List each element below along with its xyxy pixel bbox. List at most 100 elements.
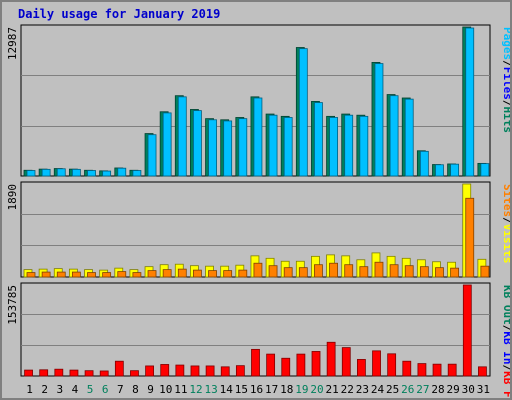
bar-kbytes-kb-f-day-21 bbox=[326, 341, 336, 377]
bar-kbytes-kb-f-day-15 bbox=[235, 365, 245, 377]
bar-kbytes-kb-f-day-2 bbox=[39, 369, 49, 377]
x-tick-label: 24 bbox=[371, 383, 385, 396]
legend-entry: KB In bbox=[501, 331, 510, 364]
bar-kbytes-kb-f-day-16 bbox=[251, 348, 260, 377]
panel-hits-legend: Pages/Files/Hits bbox=[501, 27, 510, 133]
x-tick-label: 10 bbox=[159, 383, 172, 396]
bar-kbytes-kb-f-day-13 bbox=[205, 365, 215, 377]
bar-hits-files-day-13 bbox=[208, 119, 217, 177]
bar-visits-sites-day-17 bbox=[268, 265, 278, 278]
bar-kbytes-kb-f-day-12 bbox=[190, 365, 200, 377]
bar-kbytes-kb-f-day-1 bbox=[24, 369, 33, 377]
bar-kbytes-kb-f-day-27 bbox=[417, 363, 427, 377]
bar-visits-sites-day-16 bbox=[253, 262, 263, 278]
bar-kbytes-kb-f-day-24 bbox=[372, 350, 381, 377]
bar-hits-files-day-3 bbox=[56, 168, 66, 177]
bar-visits-sites-day-22 bbox=[344, 264, 354, 278]
bar-visits-sites-day-1 bbox=[26, 272, 36, 278]
panel-hits-ymax-label: 12987 bbox=[6, 27, 19, 60]
bar-visits-sites-day-15 bbox=[238, 269, 248, 278]
bar-kbytes-kb-f-day-23 bbox=[357, 359, 366, 377]
bar-kbytes-kb-f-day-25 bbox=[387, 353, 397, 377]
x-tick-label: 11 bbox=[174, 383, 187, 396]
bar-kbytes-kb-f-day-8 bbox=[130, 370, 139, 377]
legend-entry: Files bbox=[501, 67, 510, 100]
bar-hits-files-day-20 bbox=[314, 102, 323, 177]
x-tick-label: 31 bbox=[477, 383, 490, 396]
bar-visits-sites-day-8 bbox=[132, 272, 142, 278]
bar-hits-files-day-28 bbox=[435, 164, 444, 177]
series-sites bbox=[26, 197, 490, 278]
bar-kbytes-kb-f-day-26 bbox=[402, 360, 412, 377]
bar-visits-sites-day-28 bbox=[435, 267, 444, 278]
chart-title: Daily usage for January 2019 bbox=[18, 7, 220, 21]
legend-entry: / bbox=[501, 365, 510, 372]
bar-visits-sites-day-7 bbox=[117, 271, 127, 278]
x-tick-labels: 1 2 3 4 5 6 7 8 9 10 11 12 13 14 15 16 17 18 19 20 21 22 23 24 2… bbox=[26, 383, 490, 396]
bar-hits-files-day-10 bbox=[162, 112, 172, 177]
bar-hits-files-day-21 bbox=[329, 117, 338, 177]
bar-kbytes-kb-f-day-3 bbox=[54, 368, 64, 377]
x-tick-label: 23 bbox=[356, 383, 369, 396]
x-tick-label: 19 bbox=[295, 383, 308, 396]
panel-visits: 1890 Sites/Visits bbox=[6, 181, 510, 278]
bar-kbytes-kb-f-day-20 bbox=[311, 351, 321, 377]
legend-entry: / bbox=[501, 325, 510, 332]
bar-hits-files-day-15 bbox=[238, 118, 248, 177]
bar-visits-sites-day-19 bbox=[298, 267, 308, 278]
bar-visits-sites-day-23 bbox=[359, 266, 369, 278]
x-tick-label: 9 bbox=[147, 383, 154, 396]
bar-hits-files-day-27 bbox=[419, 150, 429, 177]
x-tick-label: 27 bbox=[416, 383, 429, 396]
x-tick-label: 3 bbox=[57, 383, 64, 396]
bar-hits-files-day-18 bbox=[283, 117, 293, 177]
bar-hits-files-day-14 bbox=[223, 120, 233, 177]
bar-hits-files-day-1 bbox=[26, 170, 36, 177]
legend-entry: / bbox=[501, 100, 510, 107]
legend-entry: KB Out bbox=[501, 285, 510, 325]
bar-visits-sites-day-20 bbox=[314, 264, 323, 278]
x-tick-label: 5 bbox=[87, 383, 94, 396]
bar-hits-files-day-25 bbox=[389, 95, 399, 177]
x-tick-label: 26 bbox=[401, 383, 414, 396]
bar-hits-files-day-9 bbox=[147, 134, 157, 177]
bar-hits-files-day-31 bbox=[480, 163, 490, 177]
bar-visits-sites-day-4 bbox=[71, 271, 81, 278]
bar-visits-sites-day-6 bbox=[102, 272, 112, 278]
series-files bbox=[26, 27, 490, 177]
bar-visits-sites-day-9 bbox=[147, 270, 157, 278]
bar-visits-sites-day-21 bbox=[329, 262, 338, 278]
x-tick-label: 29 bbox=[447, 383, 460, 396]
x-tick-label: 25 bbox=[386, 383, 399, 396]
x-tick-label: 21 bbox=[326, 383, 339, 396]
bar-kbytes-kb-f-day-29 bbox=[447, 363, 457, 377]
bar-visits-sites-day-30 bbox=[465, 197, 475, 278]
x-tick-label: 6 bbox=[102, 383, 109, 396]
legend-entry: Sites bbox=[501, 184, 510, 217]
bar-hits-files-day-29 bbox=[450, 163, 460, 177]
bar-hits-files-day-8 bbox=[132, 170, 142, 177]
bar-visits-sites-day-26 bbox=[404, 265, 414, 278]
x-tick-label: 17 bbox=[265, 383, 278, 396]
bar-hits-files-day-7 bbox=[117, 167, 127, 177]
bar-visits-sites-day-10 bbox=[162, 269, 172, 278]
bar-hits-files-day-4 bbox=[71, 168, 81, 177]
bar-hits-files-day-2 bbox=[41, 168, 51, 177]
x-tick-label: 16 bbox=[250, 383, 263, 396]
x-tick-label: 2 bbox=[41, 383, 48, 396]
bar-kbytes-kb-f-day-17 bbox=[266, 353, 276, 377]
bar-hits-files-day-22 bbox=[344, 114, 354, 177]
bar-visits-sites-day-24 bbox=[374, 261, 384, 278]
legend-entry: Hits bbox=[501, 107, 510, 134]
bar-visits-sites-day-31 bbox=[480, 265, 490, 278]
x-tick-label: 1 bbox=[26, 383, 33, 396]
x-tick-label: 7 bbox=[117, 383, 124, 396]
bar-hits-files-day-26 bbox=[404, 98, 414, 177]
bar-hits-files-day-23 bbox=[359, 115, 369, 177]
x-tick-label: 18 bbox=[280, 383, 293, 396]
bar-kbytes-kb-f-day-10 bbox=[160, 364, 170, 377]
bar-visits-sites-day-14 bbox=[223, 270, 233, 278]
